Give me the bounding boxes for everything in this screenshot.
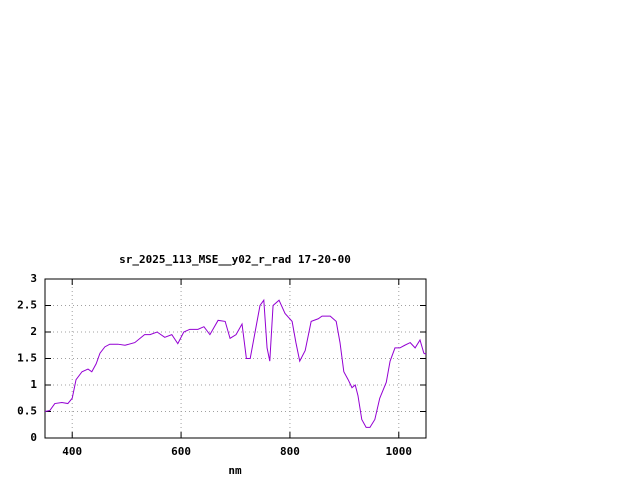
y-tick-label: 0.5 [17,405,37,418]
plot-border [44,278,427,439]
y-tick-label: 3 [30,272,37,285]
chart-title: sr_2025_113_MSE__y02_r_rad 17-20-00 [119,253,351,266]
y-tick-label: 2.5 [17,299,37,312]
y-tick-label: 1.5 [17,352,37,365]
x-tick-label: 600 [171,445,191,458]
y-tick-label: 0 [30,431,37,444]
data-line [44,298,427,428]
y-tick-label: 1 [30,378,37,391]
x-tick-label: 1000 [386,445,413,458]
x-axis-label: nm [228,464,242,477]
y-tick-label: 2 [30,325,37,338]
x-tick-label: 400 [62,445,82,458]
x-tick-label: 800 [280,445,300,458]
